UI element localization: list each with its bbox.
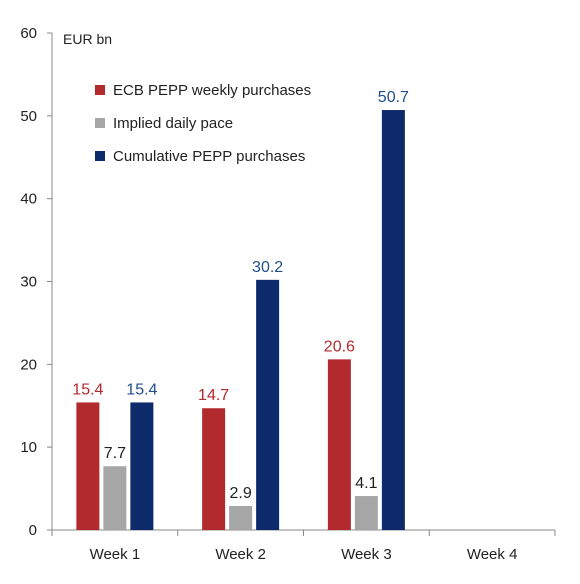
legend-label-cumulative-pepp-purchases: Cumulative PEPP purchases bbox=[113, 148, 305, 165]
bar-implied-daily-pace bbox=[103, 466, 127, 530]
legend-swatch-implied-daily-pace bbox=[95, 118, 105, 128]
data-label-cumulative-pepp-purchases: 50.7 bbox=[378, 89, 409, 106]
bar-ecb-pepp-weekly-purchases bbox=[202, 408, 226, 530]
bar-ecb-pepp-weekly-purchases bbox=[327, 359, 351, 530]
y-tick-label: 50 bbox=[20, 108, 37, 125]
y-tick-label: 30 bbox=[20, 274, 37, 291]
bar-implied-daily-pace bbox=[354, 496, 378, 530]
x-axis: Week 1 Week 2 Week 3 Week 4 bbox=[51, 529, 556, 563]
x-tick-label: Week 2 bbox=[215, 546, 266, 563]
data-label-ecb-pepp-weekly-purchases: 20.6 bbox=[324, 338, 355, 355]
x-tick-label: Week 3 bbox=[341, 546, 392, 563]
data-label-cumulative-pepp-purchases: 15.4 bbox=[126, 381, 157, 398]
data-label-ecb-pepp-weekly-purchases: 14.7 bbox=[198, 387, 229, 404]
legend-label-ecb-pepp-weekly-purchases: ECB PEPP weekly purchases bbox=[113, 82, 311, 99]
bar-cumulative-pepp-purchases bbox=[256, 279, 280, 530]
bar-ecb-pepp-weekly-purchases bbox=[76, 402, 100, 530]
bars bbox=[76, 110, 405, 530]
y-tick-label: 10 bbox=[20, 439, 37, 456]
y-axis: 0 10 20 30 40 50 60 bbox=[20, 25, 53, 539]
y-tick-label: 0 bbox=[29, 522, 37, 539]
y-tick-label: 60 bbox=[20, 25, 37, 42]
data-labels: 15.4 14.7 20.6 7.7 2.9 4.1 15.4 30.2 50.7 bbox=[72, 89, 409, 502]
y-axis-unit-label: EUR bn bbox=[63, 31, 112, 47]
y-tick-label: 20 bbox=[20, 356, 37, 373]
legend-swatch-ecb-pepp-weekly-purchases bbox=[95, 85, 105, 95]
legend-swatch-cumulative-pepp-purchases bbox=[95, 151, 105, 161]
legend-label-implied-daily-pace: Implied daily pace bbox=[113, 115, 233, 132]
data-label-implied-daily-pace: 4.1 bbox=[355, 475, 377, 492]
data-label-implied-daily-pace: 2.9 bbox=[230, 485, 252, 502]
bar-cumulative-pepp-purchases bbox=[130, 402, 154, 530]
y-tick-label: 40 bbox=[20, 191, 37, 208]
data-label-cumulative-pepp-purchases: 30.2 bbox=[252, 259, 283, 276]
bar-cumulative-pepp-purchases bbox=[381, 110, 405, 530]
bar-implied-daily-pace bbox=[229, 505, 253, 530]
x-tick-label: Week 1 bbox=[90, 546, 141, 563]
data-label-implied-daily-pace: 7.7 bbox=[104, 445, 126, 462]
data-label-ecb-pepp-weekly-purchases: 15.4 bbox=[72, 381, 103, 398]
legend: ECB PEPP weekly purchases Implied daily p… bbox=[95, 82, 311, 165]
x-tick-label: Week 4 bbox=[467, 546, 518, 563]
